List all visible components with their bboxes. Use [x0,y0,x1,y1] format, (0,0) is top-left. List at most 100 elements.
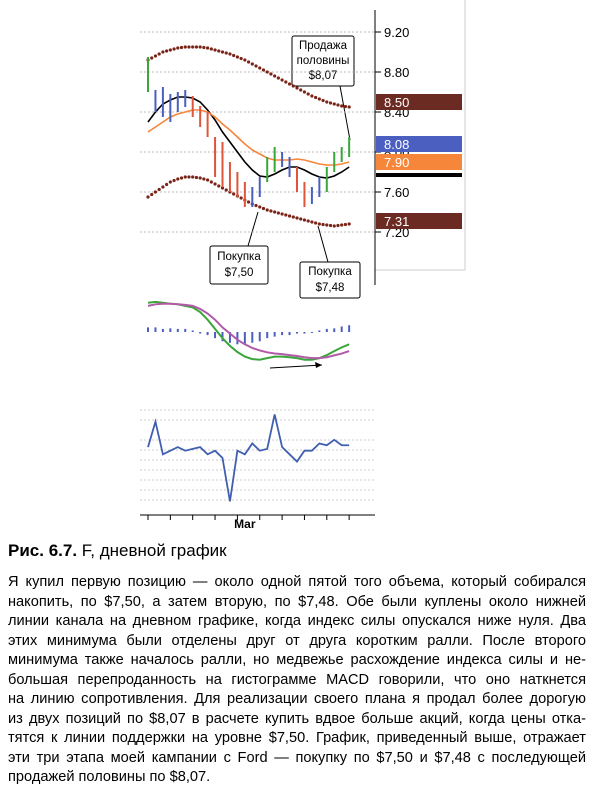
channel-dot [224,51,228,55]
macd-histogram-bar [199,332,202,334]
channel-dot [343,222,348,227]
channel-dot [176,177,180,181]
x-tick-label: Mar [234,517,256,531]
macd-line [147,302,350,360]
channel-dot [273,210,277,214]
y-tick-label: 7.60 [384,185,409,200]
text-line: на линию сопротивления. Для реализации с… [8,691,586,707]
macd-histogram-bar [176,328,179,332]
channel-dot [347,222,351,226]
text-line: Я купил первую позицию — около одной пят… [8,574,586,590]
channel-dot [161,185,165,189]
annotation-box [209,245,269,285]
annotation-box [291,35,355,87]
annotation-arrow [317,225,329,263]
channel-dot [243,58,247,62]
channel-dot [328,223,333,228]
annotation-text: Продажа [299,40,348,52]
price-tag [376,94,462,110]
macd-histogram-bar [296,332,298,334]
channel-dot [206,46,210,50]
text-line: тятся к линии поддержки на уровне $7,50.… [8,730,586,746]
channel-dot [191,45,195,49]
annotation-arrow [247,211,259,247]
channel-dot [273,74,277,78]
macd-histogram-bar [228,332,231,343]
channel-dot [295,86,299,90]
channel-dot [172,47,176,51]
channel-dot [258,66,262,70]
channel-dot [321,222,325,227]
y-tick-label: 9.20 [384,25,409,40]
channel-dot [332,102,336,106]
channel-dot [336,223,340,228]
channel-dot [217,184,221,188]
channel-dot [146,195,150,199]
channel-dot [235,55,239,59]
text-line: минимума также началось ралли, но медвеж… [8,652,586,668]
channel-dot [232,53,236,58]
text-line: из двух позиций по $8,07 в расчете купит… [8,710,586,727]
macd-histogram-bar [318,330,321,332]
channel-dot [187,45,191,49]
annotation-buy2: Покупка $7,48 [299,225,361,299]
macd-histogram-bar [236,332,239,345]
channel-dot [265,70,269,74]
macd-histogram-bar [243,332,246,345]
caption-text: F, дневной график [81,541,227,560]
channel-dot [198,45,202,49]
channel-dot [246,60,251,64]
channel-dot [183,45,187,49]
channel-dot [165,182,169,187]
macd-histogram-bar [214,332,217,339]
price-tag-label: 8.50 [384,95,409,110]
channel-dot [217,49,221,53]
channel-dot [179,176,184,180]
channel-dot [280,212,284,216]
channel-dot [280,78,284,82]
channel-dot [202,177,206,181]
channel-dot [209,180,213,184]
channel-dot [261,68,266,72]
text-line: продажей половины по $8,07. [8,769,211,785]
caption: Рис. 6.7. F, дневной график [8,541,227,561]
channel-dot [317,97,321,101]
text-line: большая перепроданность на гистограмме M… [8,671,586,688]
macd-histogram-bar [310,332,313,333]
channel-dot [254,203,258,208]
channel-dot [310,94,314,98]
arrow-line [269,364,323,369]
channel-dot [157,52,161,56]
channel-dot [172,178,176,183]
channel-dot [343,104,348,109]
channel-dot [306,92,310,96]
channel-dot [336,103,340,107]
annotation-text: половины [297,55,350,67]
channel-dot [340,104,344,108]
macd-histogram-bar [348,325,351,332]
text-line: этих минимума были отделены друг от друг… [8,632,586,649]
text-line: линии канала на дневном графике, когда и… [8,613,586,629]
channel-dot [206,178,210,182]
channel-dot [194,45,199,49]
text-line: накопить, по $7,50, а затем вторую, по $… [8,593,586,610]
price-tag [376,213,462,229]
channel-dot [254,64,258,68]
price-tag [376,136,462,152]
annotation-text: $7,48 [316,282,345,294]
divergence-arrow [269,362,323,369]
channel-dot [194,175,199,180]
channel-dot [220,186,225,190]
macd-histogram-bar [273,332,276,337]
macd-histogram-bar [258,332,261,342]
channel-dot [165,49,169,53]
channel-dot [258,205,262,209]
channel-dot [269,72,273,76]
channel-dot [232,192,236,196]
channel-dot [153,190,158,194]
force-index-line [147,414,350,502]
channel-dot [287,214,292,218]
marker-line [376,173,462,177]
channel-dot [276,211,280,215]
channel-dot [314,221,318,225]
